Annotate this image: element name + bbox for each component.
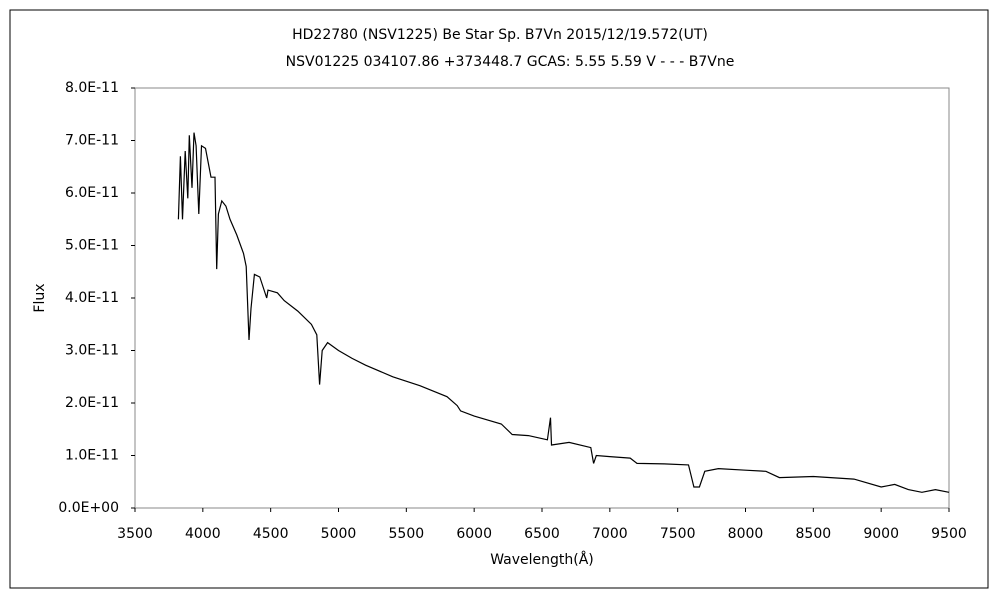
- y-tick-label: 5.0E-11: [65, 238, 119, 254]
- chart-title: HD22780 (NSV1225) Be Star Sp. B7Vn 2015/…: [292, 27, 708, 43]
- x-tick-label: 9000: [863, 526, 899, 542]
- x-tick-label: 5500: [389, 526, 425, 542]
- x-tick-label: 8500: [796, 526, 832, 542]
- spectrum-line: [177, 132, 950, 493]
- x-tick-label: 7000: [592, 526, 628, 542]
- x-tick-label: 4500: [253, 526, 289, 542]
- chart-border: [9, 9, 989, 589]
- x-tick-label: 4000: [185, 526, 221, 542]
- y-tick-label: 1.0E-11: [65, 448, 119, 464]
- y-tick-label: 6.0E-11: [65, 185, 119, 201]
- y-axis-label: Flux: [32, 283, 48, 312]
- y-tick-label: 3.0E-11: [65, 343, 119, 359]
- x-tick-label: 6500: [524, 526, 560, 542]
- plot-area: [134, 87, 950, 509]
- y-tick-label: 4.0E-11: [65, 290, 119, 306]
- x-tick-label: 7500: [660, 526, 696, 542]
- y-tick-label: 8.0E-11: [65, 80, 119, 96]
- x-tick-label: 6000: [456, 526, 492, 542]
- chart-subtitle: NSV01225 034107.86 +373448.7 GCAS: 5.55 …: [286, 54, 735, 70]
- x-axis-label: Wavelength(Å): [490, 551, 594, 568]
- y-tick-label: 0.0E+00: [58, 500, 119, 516]
- x-tick-label: 9500: [931, 526, 967, 542]
- x-tick-label: 3500: [117, 526, 153, 542]
- y-tick-label: 2.0E-11: [65, 395, 119, 411]
- x-tick-label: 8000: [728, 526, 764, 542]
- x-tick-label: 5000: [321, 526, 357, 542]
- y-tick-label: 7.0E-11: [65, 133, 119, 149]
